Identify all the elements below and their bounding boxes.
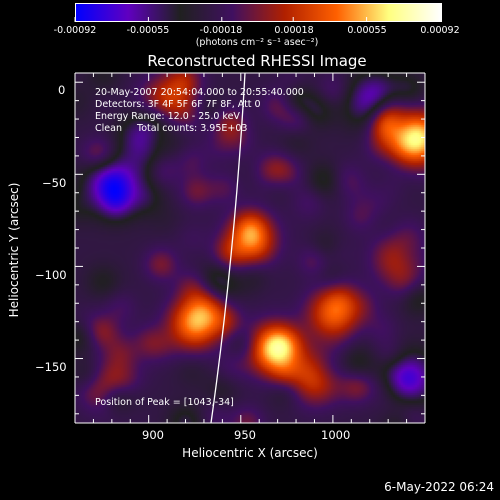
colorbar-tick-label-3: 0.00018 (274, 25, 314, 36)
y-tick-label-minus150-text: −150 (35, 360, 67, 374)
chart-title: Reconstructed RHESSI Image (147, 52, 367, 70)
colorbar-tick-label-1: -0.00055 (126, 25, 170, 36)
plot-area: 20-May-2007 20:54:04.000 to 20:55:40.000… (75, 73, 425, 423)
plot-overlay (210, 73, 246, 423)
info-algo: Clean Total counts: 3.95E+03 (95, 123, 248, 134)
solar-limb-line (210, 73, 246, 423)
colorbar (75, 3, 442, 22)
colorbar-ticks (74, 17, 441, 22)
info-detectors: Detectors: 3F 4F 5F 6F 7F 8F, Att 0 (95, 99, 261, 110)
info-energy: Energy Range: 12.0 - 25.0 keV (95, 111, 240, 122)
y-tick-label-minus50-text: −50 (42, 176, 67, 190)
info-time: 20-May-2007 20:54:04.000 to 20:55:40.000 (95, 87, 304, 98)
x-axis-label: Heliocentric X (arcsec) (182, 446, 318, 460)
colorbar-tick-label-4: 0.00055 (347, 25, 387, 36)
info-peak: Position of Peak = [1043,-34] (95, 397, 234, 408)
y-tick-label-minus100-text: −100 (35, 268, 67, 282)
x-tick-label-950: 950 (234, 428, 256, 442)
colorbar-tick-label-0: -0.00092 (53, 25, 97, 36)
colorbar-unit-label: (photons cm⁻² s⁻¹ asec⁻²) (195, 37, 319, 48)
colorbar-tick-label-2: -0.00018 (199, 25, 243, 36)
footer-timestamp: 6-May-2022 06:24 (384, 480, 494, 494)
y-axis-label: Heliocentric Y (arcsec) (7, 182, 21, 318)
y-tick-label-minus100: −100 (35, 268, 67, 282)
y-tick-label-minus50: −50 (42, 176, 66, 190)
heatmap-image (75, 73, 425, 423)
colorbar-tick-label-5: 0.00092 (420, 25, 460, 36)
y-tick-label-0: 0 (58, 83, 66, 97)
x-tick-label-900: 900 (142, 428, 164, 442)
y-tick-label-minus150: −150 (35, 360, 67, 374)
x-tick-label-1000: 1000 (321, 428, 351, 442)
